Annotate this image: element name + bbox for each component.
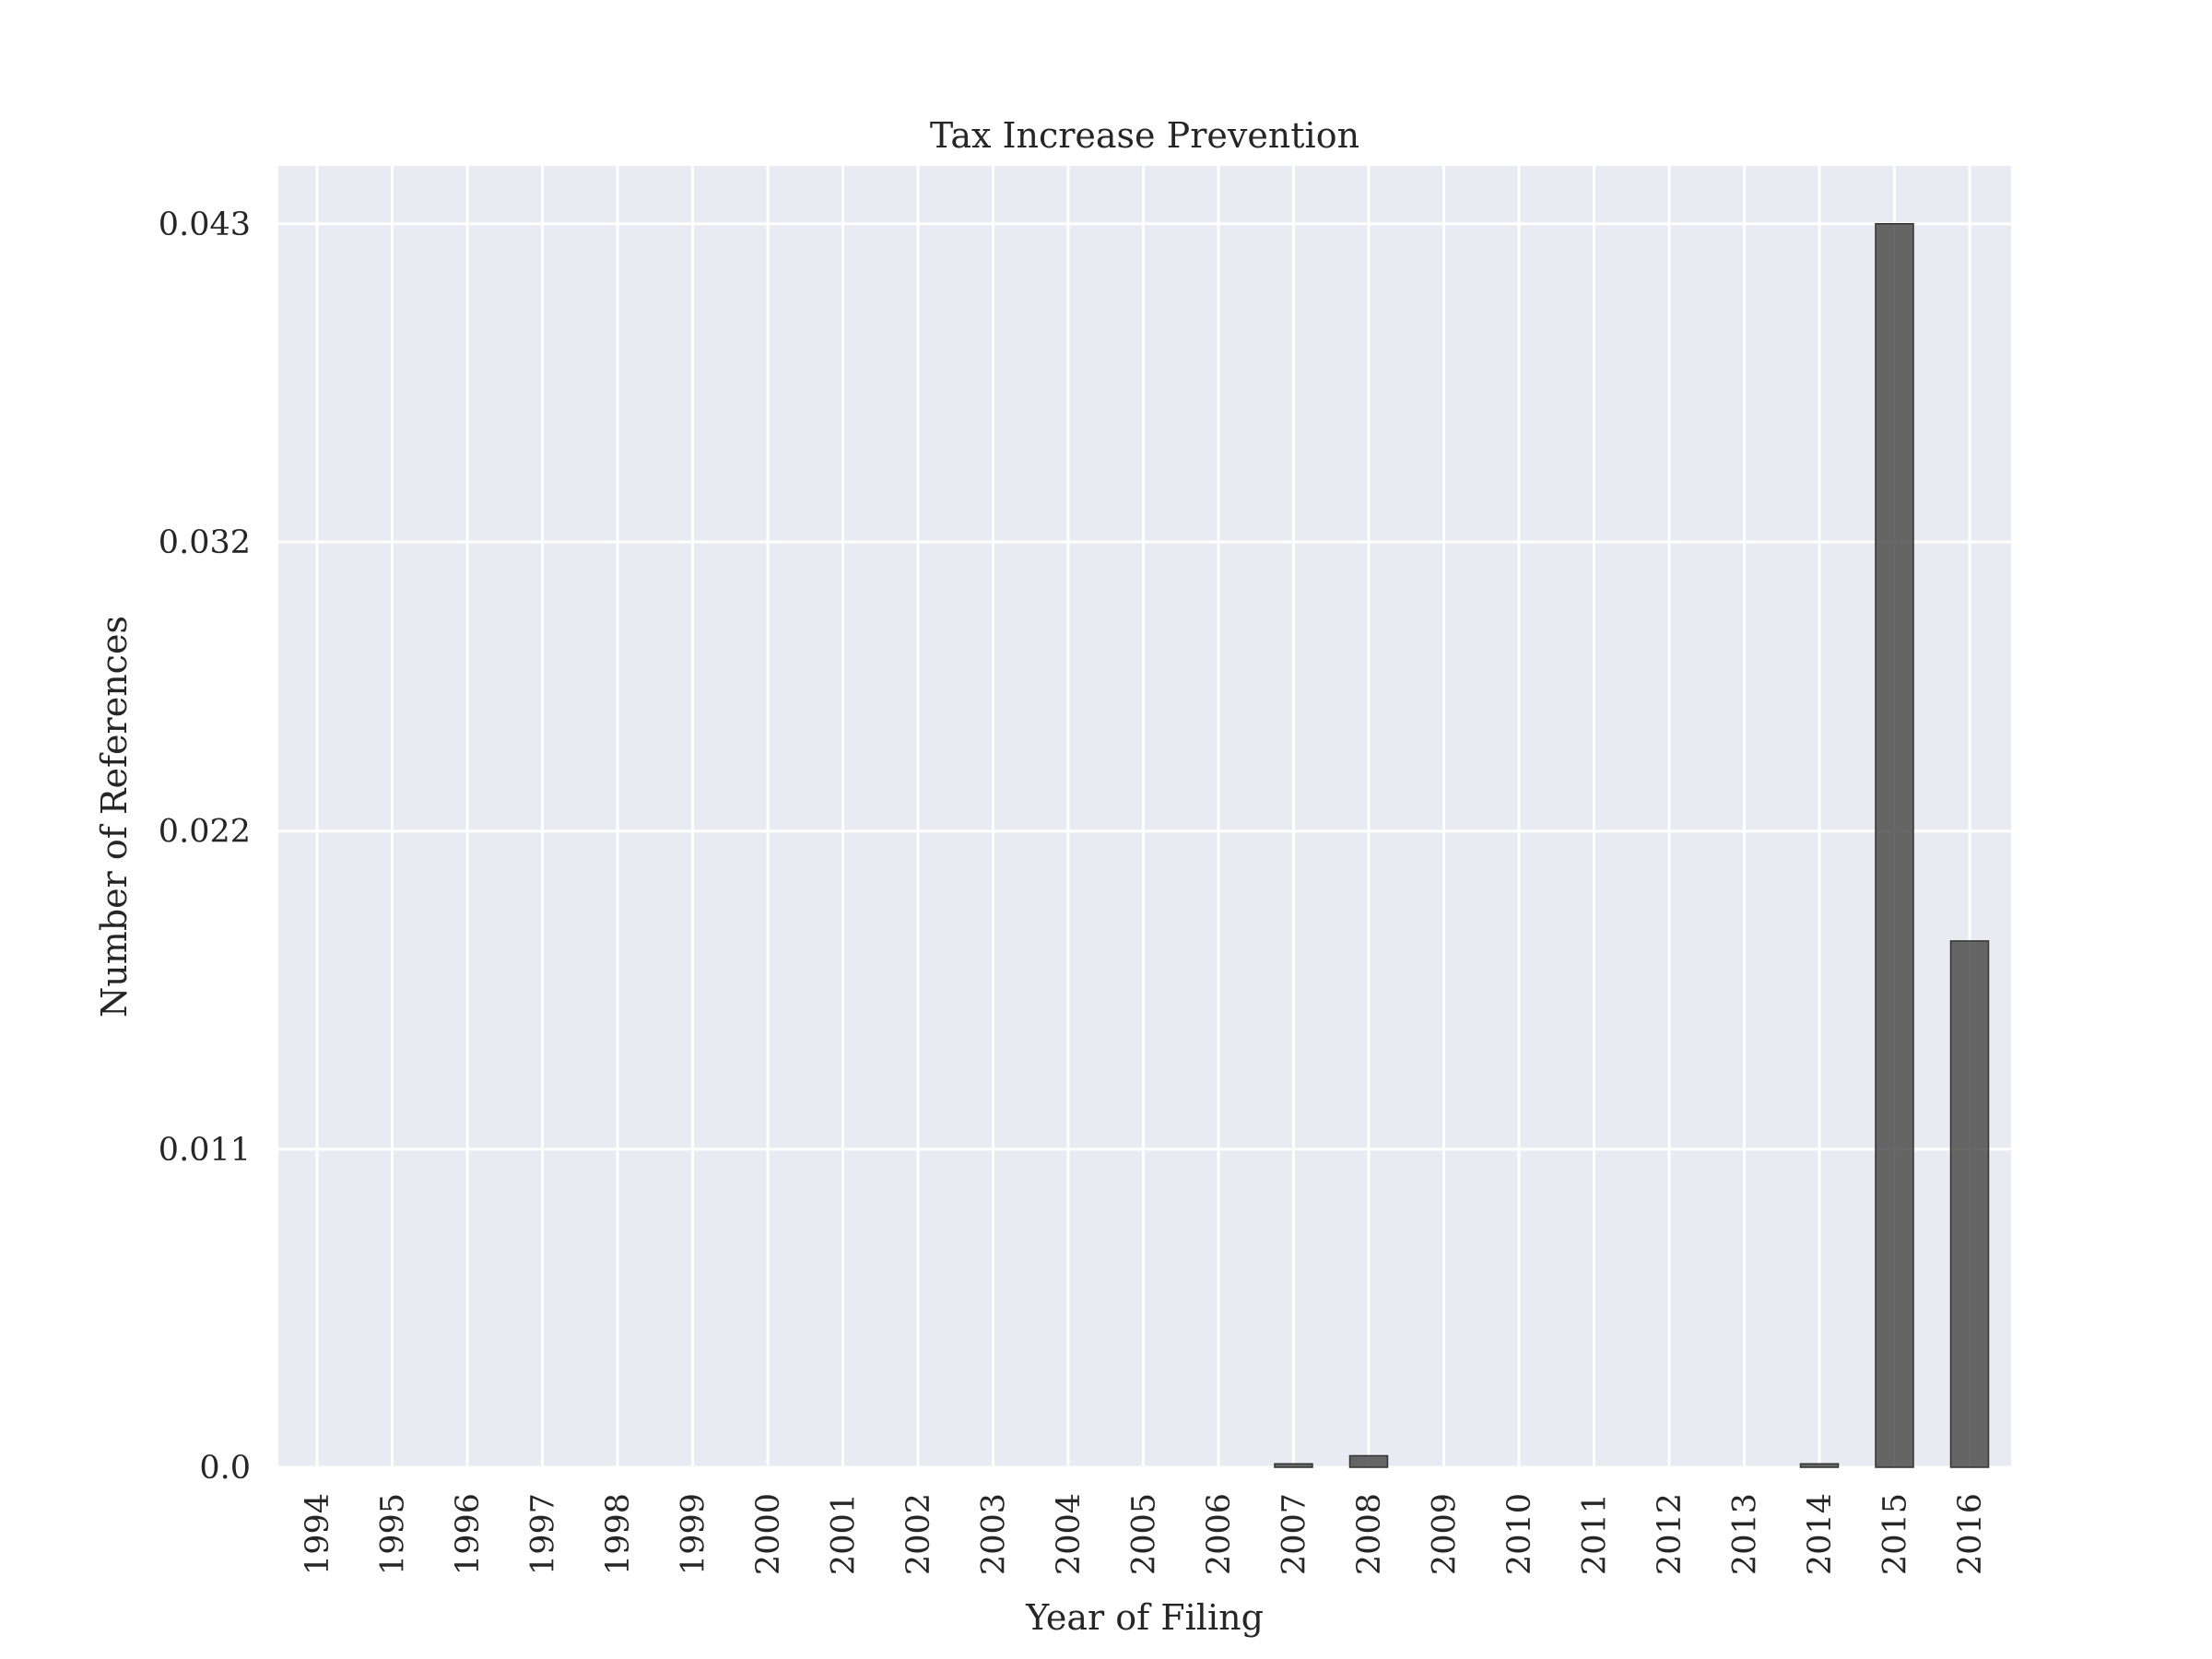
x-tick-label: 2000 [750,1493,787,1575]
x-tick-label: 2016 [1952,1493,1989,1575]
bar [1875,223,1914,1468]
y-tick-label: 0.022 [159,814,251,851]
x-tick-label: 1999 [676,1493,712,1575]
y-tick-label: 0.0 [199,1450,251,1487]
x-tick-label: 2015 [1877,1493,1914,1575]
x-tick-label: 2005 [1126,1493,1163,1575]
x-tick-label: 2009 [1427,1493,1464,1575]
bar [1348,1454,1389,1468]
y-axis-label: Number of References [94,616,135,1018]
chart-title: Tax Increase Prevention [930,115,1359,156]
y-axis-ticks: 0.0 0.011 0.022 0.032 0.043 [159,206,251,1487]
x-tick-label: 2011 [1577,1493,1614,1575]
x-tick-label: 2007 [1277,1493,1313,1575]
x-tick-label: 2012 [1652,1493,1688,1575]
x-tick-label: 2014 [1802,1493,1839,1575]
x-tick-label: 2008 [1351,1493,1388,1575]
gridlines [278,166,2011,1469]
x-axis-label: Year of Filing [1025,1597,1264,1638]
x-tick-label: 1997 [525,1493,562,1575]
bars [1274,223,1990,1468]
y-tick-label: 0.043 [159,206,251,243]
x-axis-ticks: 1994 1995 1996 1997 1998 1999 2000 2001 2002 2003… [300,1493,1989,1575]
y-tick-label: 0.011 [159,1132,251,1169]
bar [1799,1463,1840,1468]
x-tick-label: 2010 [1501,1493,1538,1575]
x-tick-label: 2013 [1727,1493,1764,1575]
x-tick-label: 1995 [375,1493,412,1575]
x-tick-label: 2002 [900,1493,937,1575]
bar [1274,1463,1313,1468]
x-tick-label: 2001 [826,1493,863,1575]
x-tick-label: 1996 [450,1493,487,1575]
bar [1949,940,1990,1468]
x-tick-label: 1994 [300,1493,336,1575]
x-tick-label: 2003 [976,1493,1013,1575]
x-tick-label: 1998 [600,1493,637,1575]
x-tick-label: 2004 [1051,1493,1088,1575]
x-tick-label: 2006 [1201,1493,1238,1575]
y-tick-label: 0.032 [159,524,251,561]
